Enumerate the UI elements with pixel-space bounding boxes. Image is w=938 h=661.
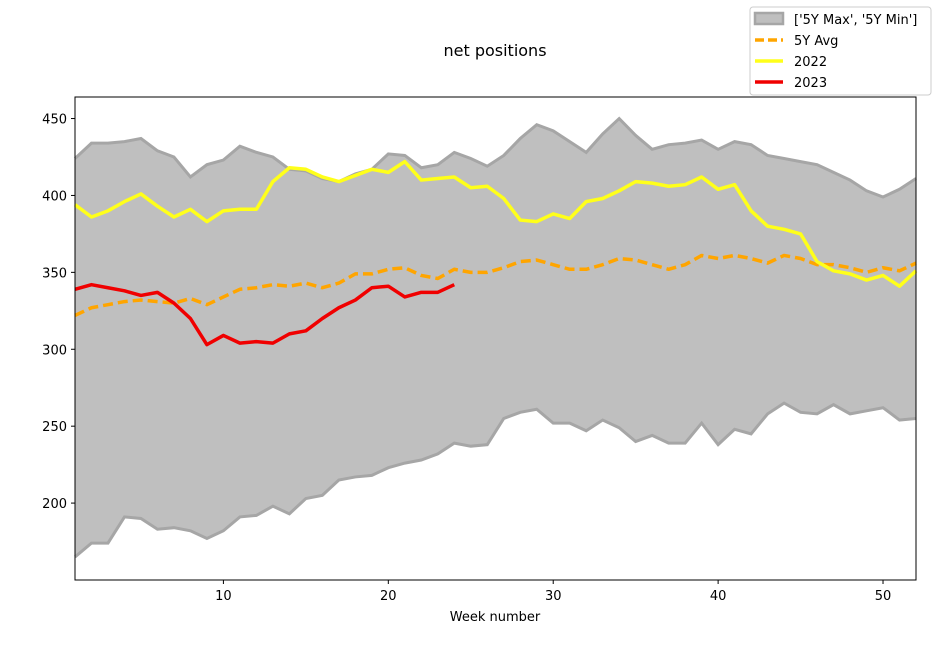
legend-label-y2022: 2022 xyxy=(794,55,827,70)
x-axis-label: Week number xyxy=(450,610,541,625)
x-tick-label: 40 xyxy=(710,589,727,604)
y-tick-label: 400 xyxy=(42,189,67,204)
x-tick-label: 10 xyxy=(215,589,232,604)
x-tick-label: 50 xyxy=(875,589,892,604)
y-tick-label: 250 xyxy=(42,420,67,435)
chart-title: net positions xyxy=(443,41,546,60)
series-layer xyxy=(73,159,918,347)
legend-label-band: ['5Y Max', '5Y Min'] xyxy=(794,13,917,28)
five-year-avg-line xyxy=(74,253,917,318)
y-tick-label: 450 xyxy=(42,113,67,128)
y-tick-label: 200 xyxy=(42,497,67,512)
legend-swatch-band xyxy=(753,11,785,26)
legend-frame xyxy=(749,6,932,96)
five-year-max-line xyxy=(73,116,917,199)
five-year-range-band xyxy=(75,118,916,557)
x-tick-label: 20 xyxy=(380,589,397,604)
series-2022-line xyxy=(73,159,918,288)
plot-frame xyxy=(74,96,917,581)
y-tick-label: 350 xyxy=(42,266,67,281)
y-tick-label: 300 xyxy=(42,343,67,358)
x-axis: 10 20 30 40 50 xyxy=(215,580,891,604)
legend-label-avg: 5Y Avg xyxy=(794,34,838,49)
x-tick-label: 30 xyxy=(545,589,562,604)
legend-label-y2023: 2023 xyxy=(794,76,827,91)
legend: ['5Y Max', '5Y Min'] 5Y Avg 2022 2023 xyxy=(749,6,932,96)
five-year-min-line xyxy=(74,401,917,559)
plot-area xyxy=(73,96,918,581)
series-2023-line xyxy=(74,282,456,347)
y-axis: 200 250 300 350 400 450 xyxy=(42,113,75,512)
